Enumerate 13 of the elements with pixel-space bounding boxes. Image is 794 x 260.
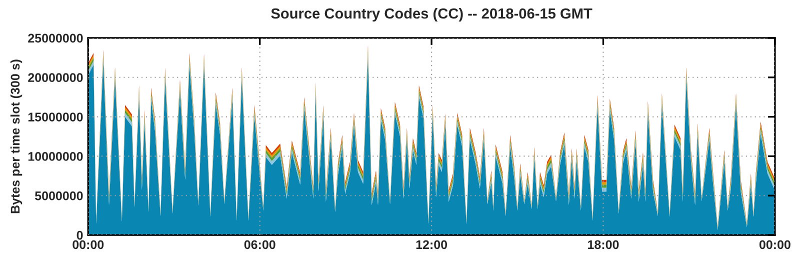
x-tick-label: 00:00 bbox=[759, 240, 790, 250]
y-axis-title: Bytes per time slot (300 s) bbox=[10, 60, 22, 214]
y-tick-label: 0 bbox=[76, 230, 83, 240]
x-tick-label: 12:00 bbox=[416, 240, 448, 250]
x-tick-label: 18:00 bbox=[588, 240, 619, 250]
y-tick-label: 15000000 bbox=[28, 112, 83, 122]
y-tick-label: 20000000 bbox=[28, 73, 83, 82]
y-tick-label: 25000000 bbox=[28, 34, 83, 43]
x-tick-label: 06:00 bbox=[244, 240, 276, 250]
y-tick-label: 5000000 bbox=[35, 191, 83, 200]
chart-title: Source Country Codes (CC) -- 2018-06-15 GMT bbox=[271, 8, 592, 22]
x-tick-label: 00:00 bbox=[72, 240, 104, 250]
y-tick-label: 10000000 bbox=[28, 152, 83, 161]
